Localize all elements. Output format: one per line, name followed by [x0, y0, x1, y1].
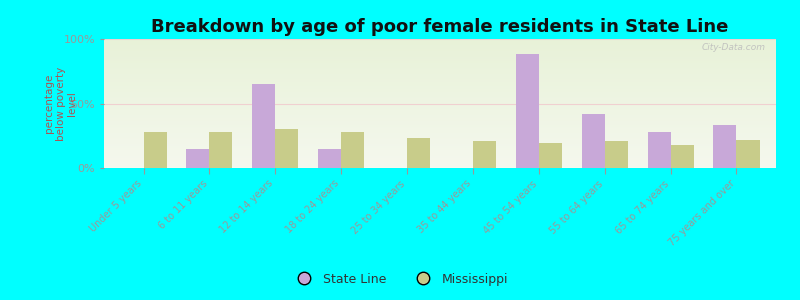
Bar	[275, 129, 298, 168]
Legend: State Line, Mississippi: State Line, Mississippi	[286, 268, 514, 291]
Bar	[252, 84, 275, 168]
Bar	[647, 132, 670, 168]
Bar	[714, 125, 737, 168]
Bar	[582, 114, 605, 168]
Bar	[318, 148, 341, 168]
Bar	[516, 55, 539, 168]
Title: Breakdown by age of poor female residents in State Line: Breakdown by age of poor female resident…	[151, 18, 729, 36]
Bar	[605, 141, 628, 168]
Bar	[143, 132, 166, 168]
Bar	[210, 132, 233, 168]
Bar	[186, 148, 210, 168]
Bar	[341, 132, 364, 168]
Bar	[670, 145, 694, 168]
Text: City-Data.com: City-Data.com	[702, 43, 766, 52]
Y-axis label: percentage
below poverty
level: percentage below poverty level	[44, 66, 77, 141]
Bar	[737, 140, 759, 168]
Bar	[473, 141, 496, 168]
Bar	[539, 143, 562, 168]
Bar	[407, 138, 430, 168]
